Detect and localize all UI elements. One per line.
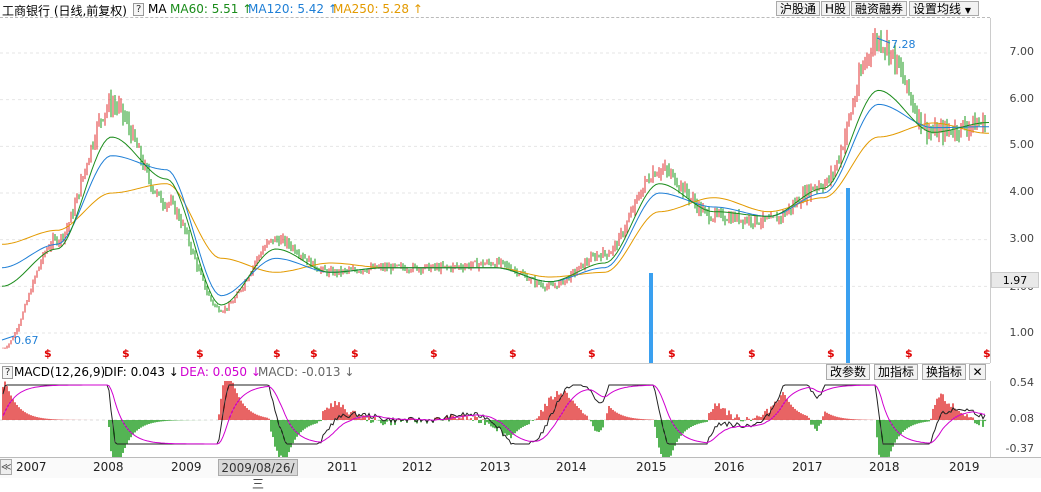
add-indicator-button[interactable]: 加指标 [874, 364, 919, 380]
price-tick: 5.00 [1009, 138, 1035, 151]
dividend-marker[interactable]: $ [430, 347, 438, 360]
year-label: 2009 [171, 460, 202, 474]
edit-params-button[interactable]: 改参数 [826, 364, 871, 380]
macd-name: MACD(12,26,9) [14, 365, 106, 379]
low-label: 0.67 [14, 334, 39, 347]
dividend-marker[interactable]: $ [905, 347, 913, 360]
up-arrow-icon: ↑ [327, 2, 338, 16]
dividend-marker[interactable]: $ [196, 347, 204, 360]
macd-tick: -0.37 [1005, 442, 1034, 455]
hk-connect-button[interactable]: 沪股通 [776, 1, 821, 16]
ma250-value: MA250: 5.28 ↑ [333, 2, 423, 16]
macd-dif: DIF: 0.043 ↓ [104, 365, 179, 379]
dividend-marker[interactable]: $ [509, 347, 517, 360]
dividend-marker[interactable]: $ [122, 347, 130, 360]
year-label: 2017 [792, 460, 823, 474]
ma60-line [1, 89, 990, 306]
year-label: 2014 [556, 460, 587, 474]
margin-trading-button[interactable]: 融资融券 [851, 1, 908, 16]
price-axis: 7.00 6.00 5.00 4.00 3.00 2.00 1.00 [990, 18, 1041, 363]
price-chart[interactable]: 0.67 7.28 [0, 18, 990, 363]
macd-axis: 0.54 0.08 -0.37 [990, 376, 1041, 457]
dividend-marker[interactable]: $ [273, 347, 281, 360]
ma60-value: MA60: 5.51 ↑ [170, 2, 253, 16]
dividend-marker[interactable]: $ [827, 347, 835, 360]
high-label: 7.28 [891, 38, 916, 51]
year-label: 2007 [16, 460, 47, 474]
dividend-marker[interactable]: $ [588, 347, 596, 360]
stock-title: 工商银行 (日线,前复权) [2, 4, 127, 18]
year-label: 2015 [636, 460, 667, 474]
year-label: 2013 [480, 460, 511, 474]
price-tick: 3.00 [1009, 232, 1035, 245]
low-pointer [1, 335, 15, 341]
macd-histogram [2, 381, 986, 457]
year-label: 2019 [949, 460, 980, 474]
ma-label: MA [148, 2, 167, 16]
header-divider [0, 17, 990, 18]
ma120-value: MA120: 5.42 ↑ [248, 2, 338, 16]
price-tick: 1.00 [1009, 326, 1035, 339]
price-grid [0, 52, 990, 334]
macd-dea: DEA: 0.050 ↓ [180, 365, 261, 379]
macd-header-bar [0, 363, 990, 382]
up-arrow-icon: ↑ [242, 2, 253, 16]
dif-line [2, 384, 986, 445]
macd-tick: 0.08 [1009, 412, 1035, 425]
help-icon[interactable]: ? [2, 366, 14, 379]
dividend-marker[interactable]: $ [310, 347, 318, 360]
price-tick: 7.00 [1009, 45, 1035, 58]
dea-line [2, 384, 986, 445]
close-icon[interactable]: ✕ [969, 364, 986, 380]
dividend-marker[interactable]: $ [351, 347, 359, 360]
year-label: 2012 [402, 460, 433, 474]
dividend-marker[interactable]: $ [44, 347, 52, 360]
year-label: 2011 [327, 460, 358, 474]
year-label: 2016 [714, 460, 745, 474]
scroll-left-button[interactable]: ≪ [0, 459, 12, 475]
year-label: 2008 [93, 460, 124, 474]
year-label: 2018 [869, 460, 900, 474]
h-share-button[interactable]: H股 [821, 1, 851, 16]
dividend-marker[interactable]: $ [668, 347, 676, 360]
dividend-marker[interactable]: $ [983, 347, 991, 360]
macd-value: MACD: -0.013 ↓ [258, 365, 355, 379]
switch-indicator-button[interactable]: 换指标 [922, 364, 967, 380]
up-arrow-icon: ↑ [412, 2, 423, 16]
macd-chart[interactable] [0, 381, 990, 457]
ma-settings-dropdown[interactable]: 设置均线 ▼ [909, 1, 979, 16]
price-tick: 4.00 [1009, 185, 1035, 198]
macd-tick: 0.54 [1009, 376, 1035, 389]
high-pointer [876, 37, 891, 44]
dropdown-triangle-icon: ▼ [964, 6, 971, 15]
current-price-badge: 1.97 [991, 272, 1039, 288]
dividend-marker[interactable]: $ [748, 347, 756, 360]
crosshair-date: 2009/08/26/三 [218, 459, 298, 491]
price-tick: 6.00 [1009, 92, 1035, 105]
help-icon[interactable]: ? [133, 3, 145, 16]
